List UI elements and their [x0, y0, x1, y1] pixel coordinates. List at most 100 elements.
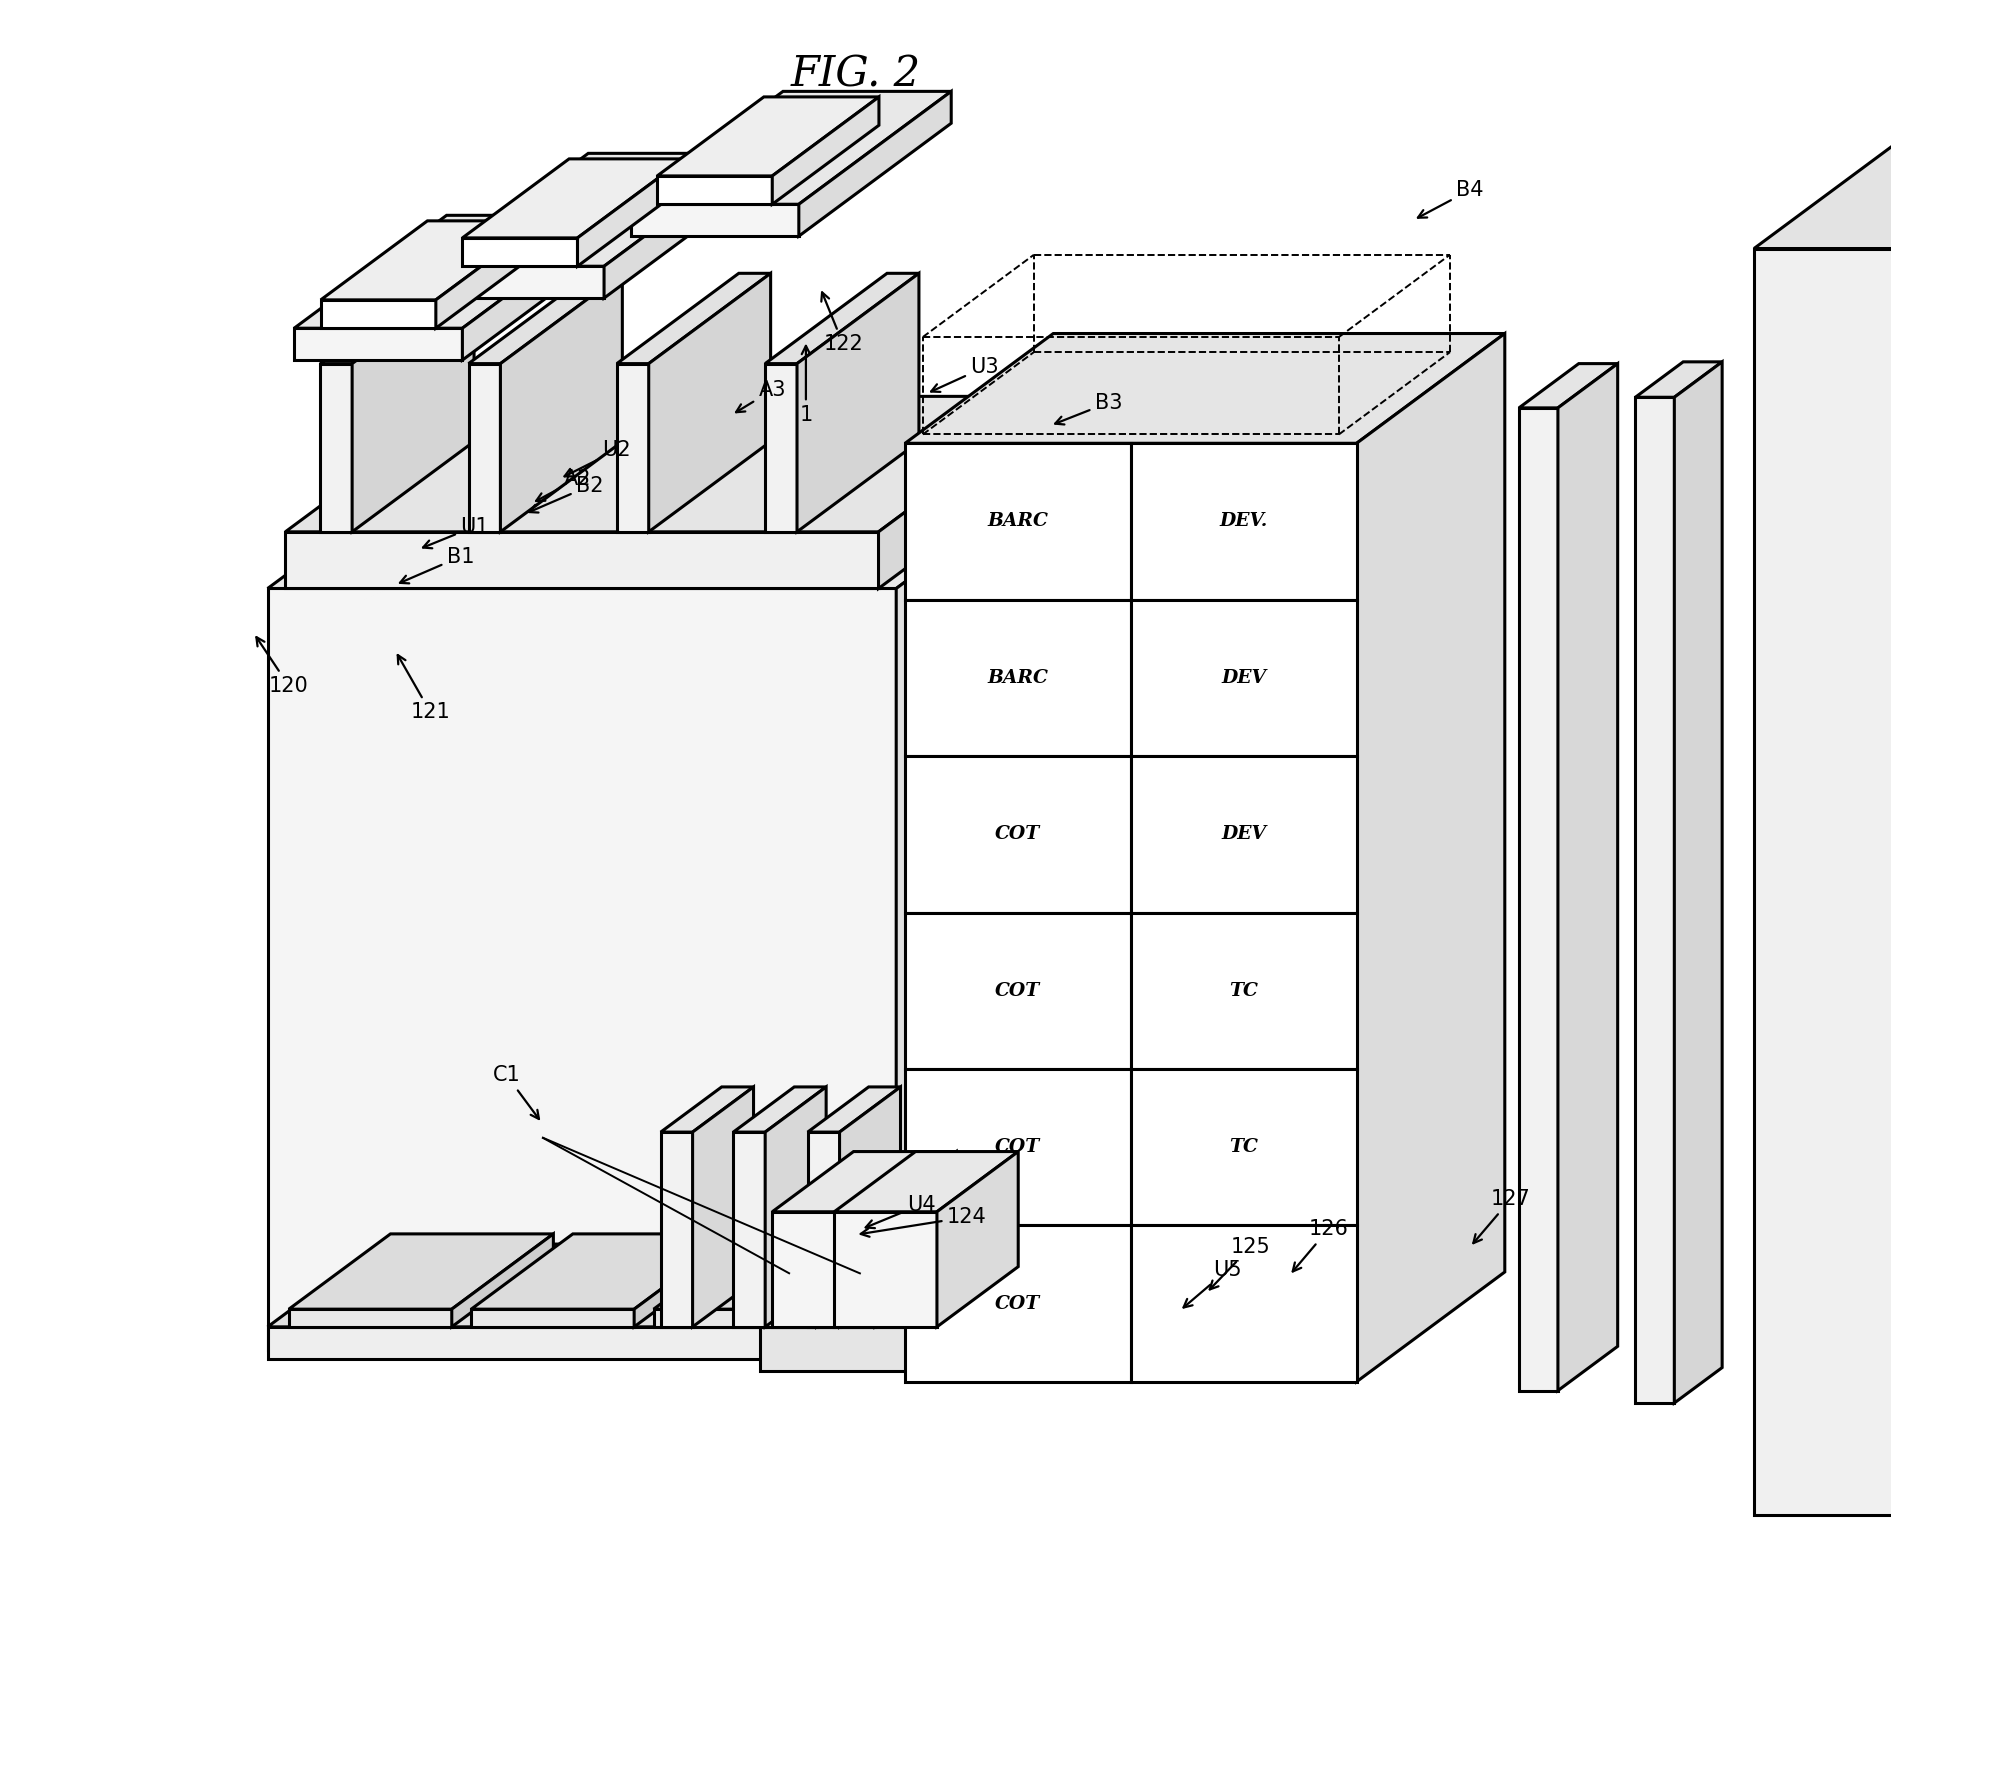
Text: COT: COT — [996, 982, 1040, 1000]
Polygon shape — [320, 363, 352, 532]
Polygon shape — [604, 153, 757, 299]
Polygon shape — [268, 1244, 1008, 1327]
Polygon shape — [268, 438, 1099, 589]
Polygon shape — [471, 1309, 634, 1327]
Polygon shape — [268, 589, 895, 1350]
Polygon shape — [1557, 363, 1618, 1391]
Polygon shape — [799, 91, 952, 237]
Text: TC: TC — [1229, 1139, 1258, 1156]
Polygon shape — [905, 1226, 1131, 1382]
Polygon shape — [1356, 333, 1505, 1382]
Polygon shape — [352, 274, 475, 532]
Polygon shape — [1131, 756, 1356, 913]
Polygon shape — [469, 274, 622, 363]
Polygon shape — [658, 96, 879, 176]
Text: B3: B3 — [1054, 393, 1123, 425]
Text: 120: 120 — [256, 637, 308, 696]
Polygon shape — [660, 1131, 692, 1327]
Text: A3: A3 — [736, 381, 787, 413]
Polygon shape — [905, 333, 1505, 443]
Polygon shape — [630, 205, 799, 237]
Polygon shape — [692, 1087, 754, 1327]
Polygon shape — [765, 363, 797, 532]
Polygon shape — [938, 1281, 998, 1372]
Polygon shape — [463, 158, 684, 238]
Polygon shape — [1131, 443, 1356, 600]
Polygon shape — [1131, 600, 1356, 756]
Polygon shape — [453, 1235, 553, 1327]
Text: 1: 1 — [799, 345, 813, 425]
Polygon shape — [634, 1235, 736, 1327]
Polygon shape — [905, 756, 1131, 913]
Polygon shape — [648, 274, 771, 532]
Polygon shape — [879, 397, 1062, 589]
Polygon shape — [286, 532, 879, 589]
Text: DEV: DEV — [1221, 825, 1266, 843]
Polygon shape — [437, 153, 757, 267]
Text: DEV: DEV — [1221, 669, 1266, 687]
Polygon shape — [761, 1281, 998, 1327]
Text: U5: U5 — [1183, 1260, 1241, 1308]
Polygon shape — [618, 274, 771, 363]
Text: FIG. 2: FIG. 2 — [791, 53, 921, 96]
Polygon shape — [320, 274, 475, 363]
Polygon shape — [294, 327, 463, 359]
Polygon shape — [654, 1309, 817, 1327]
Polygon shape — [839, 1087, 901, 1327]
Polygon shape — [294, 215, 616, 327]
Polygon shape — [437, 267, 604, 299]
Text: 125: 125 — [1209, 1236, 1270, 1290]
Text: BARC: BARC — [988, 669, 1048, 687]
Text: 122: 122 — [821, 292, 863, 354]
Polygon shape — [895, 1244, 1008, 1359]
Text: U3: U3 — [932, 358, 1000, 391]
Text: C1: C1 — [493, 1066, 539, 1119]
Text: 124: 124 — [861, 1208, 988, 1236]
Text: TC: TC — [1229, 982, 1258, 1000]
Polygon shape — [630, 91, 952, 205]
Text: COT: COT — [996, 825, 1040, 843]
Polygon shape — [905, 913, 1131, 1069]
Polygon shape — [658, 176, 773, 205]
Polygon shape — [1674, 361, 1722, 1404]
Text: A2: A2 — [535, 468, 592, 502]
Polygon shape — [577, 158, 684, 267]
Polygon shape — [905, 1069, 1131, 1226]
Polygon shape — [1131, 1069, 1356, 1226]
Polygon shape — [654, 1235, 917, 1309]
Text: BARC: BARC — [988, 512, 1048, 530]
Text: 127: 127 — [1473, 1190, 1531, 1244]
Polygon shape — [1131, 913, 1356, 1069]
Polygon shape — [1754, 110, 2012, 249]
Polygon shape — [773, 1211, 875, 1327]
Polygon shape — [290, 1309, 453, 1327]
Polygon shape — [765, 274, 919, 363]
Polygon shape — [765, 1087, 827, 1327]
Polygon shape — [290, 1235, 553, 1309]
Polygon shape — [1754, 249, 2012, 1514]
Text: 126: 126 — [1292, 1219, 1348, 1272]
Polygon shape — [905, 600, 1131, 756]
Text: COT: COT — [996, 1139, 1040, 1156]
Polygon shape — [761, 1327, 938, 1372]
Text: U2: U2 — [565, 441, 632, 477]
Polygon shape — [773, 96, 879, 205]
Polygon shape — [817, 1235, 917, 1327]
Polygon shape — [618, 363, 648, 532]
Polygon shape — [732, 1087, 827, 1131]
Text: COT: COT — [996, 1295, 1040, 1313]
Polygon shape — [268, 1327, 895, 1359]
Polygon shape — [437, 221, 543, 327]
Polygon shape — [463, 215, 616, 359]
Text: U1: U1 — [423, 516, 489, 548]
Polygon shape — [463, 238, 577, 267]
Text: B4: B4 — [1418, 180, 1483, 217]
Text: 121: 121 — [398, 655, 451, 722]
Polygon shape — [807, 1087, 901, 1131]
Polygon shape — [469, 363, 501, 532]
Polygon shape — [501, 274, 622, 532]
Polygon shape — [320, 221, 543, 301]
Polygon shape — [286, 397, 1062, 532]
Text: B1: B1 — [400, 546, 475, 584]
Polygon shape — [1519, 363, 1618, 407]
